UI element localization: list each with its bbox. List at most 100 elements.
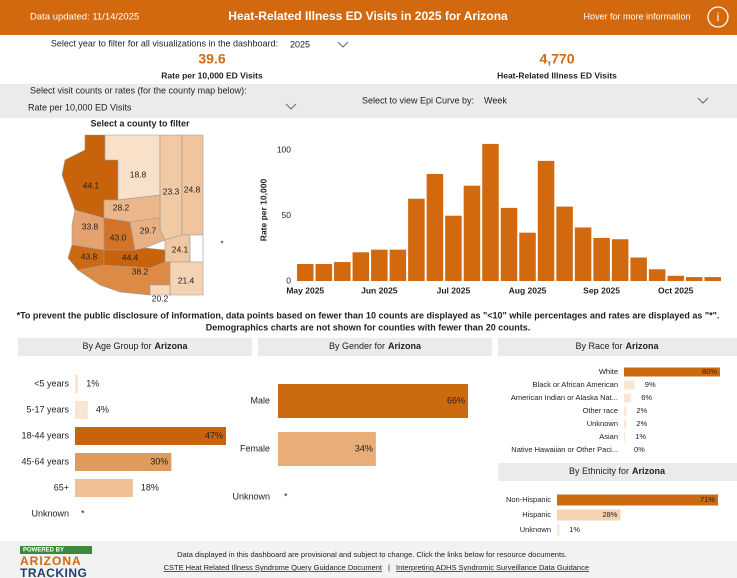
county[interactable] bbox=[149, 284, 171, 296]
epi-value[interactable]: Week bbox=[484, 95, 507, 105]
logo-top: POWERED BY bbox=[23, 548, 64, 554]
section-title: By Ethnicity for Arizona bbox=[569, 466, 666, 476]
x-tick-label: Sep 2025 bbox=[583, 285, 620, 295]
value-label: 1% bbox=[86, 378, 99, 388]
header-bar bbox=[0, 0, 737, 35]
category-label: Non-Hispanic bbox=[506, 495, 551, 504]
bar bbox=[75, 479, 133, 497]
y-tick-label: 100 bbox=[277, 145, 291, 155]
county[interactable] bbox=[169, 261, 204, 296]
value-label: 71% bbox=[700, 495, 715, 504]
info-glyph: i bbox=[717, 10, 720, 24]
bar bbox=[352, 252, 370, 281]
link[interactable]: CSTE Heat Related Illness Syndrome Query… bbox=[164, 563, 383, 572]
info-icon[interactable] bbox=[707, 6, 729, 28]
category-label: Unknown bbox=[232, 491, 270, 501]
section-title: By Gender for Arizona bbox=[329, 341, 422, 351]
category-label: Unknown bbox=[587, 419, 618, 428]
chevron bbox=[337, 41, 349, 48]
measure-prompt: Select visit counts or rates (for the co… bbox=[30, 85, 247, 95]
bar bbox=[445, 215, 462, 281]
county-label: 44.4 bbox=[122, 252, 139, 262]
section-title-text: By Ethnicity for bbox=[569, 466, 629, 476]
category-label: White bbox=[599, 367, 618, 376]
kpi-value: 39.6 bbox=[198, 51, 225, 67]
notice: *To prevent the public disclosure of inf… bbox=[17, 310, 720, 320]
y-tick-label: 0 bbox=[286, 275, 291, 285]
x-tick-label: Aug 2025 bbox=[509, 285, 547, 295]
bar bbox=[557, 494, 718, 506]
county-label: 20.2 bbox=[152, 293, 169, 303]
bar bbox=[685, 277, 703, 281]
bar bbox=[463, 185, 481, 281]
bar bbox=[593, 237, 610, 281]
value-label: 4% bbox=[96, 404, 109, 414]
value-label: 34% bbox=[355, 443, 373, 453]
logo-bottom: TRACKING bbox=[20, 566, 87, 578]
bar bbox=[278, 384, 468, 418]
bar bbox=[371, 249, 388, 281]
value-label: 2% bbox=[636, 419, 647, 428]
county-label: 24.8 bbox=[184, 184, 201, 194]
section-title: By Race for Arizona bbox=[575, 341, 659, 351]
map-title: Select a county to filter bbox=[90, 118, 190, 128]
kpi-value: 4,770 bbox=[539, 51, 574, 67]
bar bbox=[75, 401, 88, 419]
footer-band bbox=[0, 541, 737, 578]
value-label: 0% bbox=[634, 445, 645, 454]
value-label: 1% bbox=[635, 432, 646, 441]
x-tick-label: May 2025 bbox=[286, 285, 324, 295]
county-label: 28.2 bbox=[113, 202, 130, 212]
section-band bbox=[258, 338, 492, 356]
year-dropdown[interactable] bbox=[286, 37, 352, 53]
bar bbox=[426, 173, 444, 281]
bar bbox=[624, 393, 632, 403]
x-tick-label: Jul 2025 bbox=[437, 285, 471, 295]
bar bbox=[278, 432, 376, 466]
value-label: 28% bbox=[602, 510, 617, 519]
category-label: 5-17 years bbox=[26, 404, 69, 414]
year-prompt: Select year to filter for all visualizat… bbox=[51, 38, 278, 48]
bar bbox=[500, 207, 518, 281]
county-label: 24.1 bbox=[172, 244, 189, 254]
chevron[interactable] bbox=[285, 103, 297, 110]
county-label: 43.0 bbox=[110, 232, 127, 242]
county-label: 44.1 bbox=[83, 180, 100, 190]
county[interactable] bbox=[189, 234, 204, 263]
bar bbox=[75, 375, 79, 393]
bar bbox=[75, 427, 226, 445]
category-label: <5 years bbox=[34, 378, 69, 388]
filter-band bbox=[0, 84, 737, 118]
logo-mid: ARIZONA bbox=[20, 554, 82, 568]
county-label: 18.8 bbox=[130, 169, 147, 179]
epi-prompt: Select to view Epi Curve by: bbox=[362, 95, 474, 105]
notice: Demographics charts are not shown for co… bbox=[206, 322, 531, 332]
category-label: 65+ bbox=[54, 482, 69, 492]
value-label: * bbox=[284, 491, 288, 501]
bar bbox=[482, 143, 499, 281]
link[interactable]: Interpreting ADHS Syndromic Surveillance… bbox=[396, 563, 589, 572]
value-label: 47% bbox=[205, 430, 223, 440]
year-value[interactable]: 2025 bbox=[290, 39, 310, 49]
x-tick-label: Oct 2025 bbox=[658, 285, 694, 295]
value-label: 30% bbox=[150, 456, 168, 466]
bar bbox=[557, 509, 621, 521]
updated: Data updated: 11/14/2025 bbox=[30, 12, 139, 23]
bar bbox=[408, 198, 425, 281]
section-title-text: By Age Group for bbox=[82, 341, 151, 351]
bar bbox=[556, 206, 573, 281]
value-label: 9% bbox=[645, 380, 656, 389]
category-label: Female bbox=[240, 443, 270, 453]
bar bbox=[624, 419, 627, 429]
category-label: American Indian or Alaska Nat... bbox=[511, 393, 618, 402]
county-label: 29.7 bbox=[140, 225, 157, 235]
chevron[interactable] bbox=[697, 97, 709, 104]
separator: | bbox=[388, 563, 390, 572]
section-region: Arizona bbox=[155, 341, 189, 351]
section-title-text: By Race for bbox=[575, 341, 622, 351]
category-label: 45-64 years bbox=[21, 456, 69, 466]
bar bbox=[574, 227, 592, 281]
measure-value[interactable]: Rate per 10,000 ED Visits bbox=[28, 102, 132, 112]
bar bbox=[704, 277, 721, 281]
value-label: 1% bbox=[569, 525, 580, 534]
